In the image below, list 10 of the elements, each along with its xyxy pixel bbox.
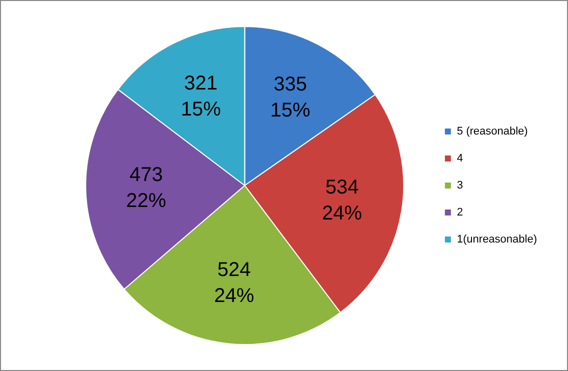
data-label: 524 24% [214, 259, 254, 308]
data-label: 321 15% [180, 72, 222, 121]
legend-label: 4 [456, 152, 464, 165]
legend-label: 5 (reasonable) [456, 126, 528, 138]
data-label: 335 15% [270, 74, 311, 122]
legend-label: 1(unreasonable) [456, 234, 538, 246]
data-label: 534 24% [322, 176, 362, 225]
legend-label: 2 [456, 206, 464, 219]
legend-label: 3 [456, 180, 464, 192]
data-label: 473 22% [126, 164, 166, 212]
